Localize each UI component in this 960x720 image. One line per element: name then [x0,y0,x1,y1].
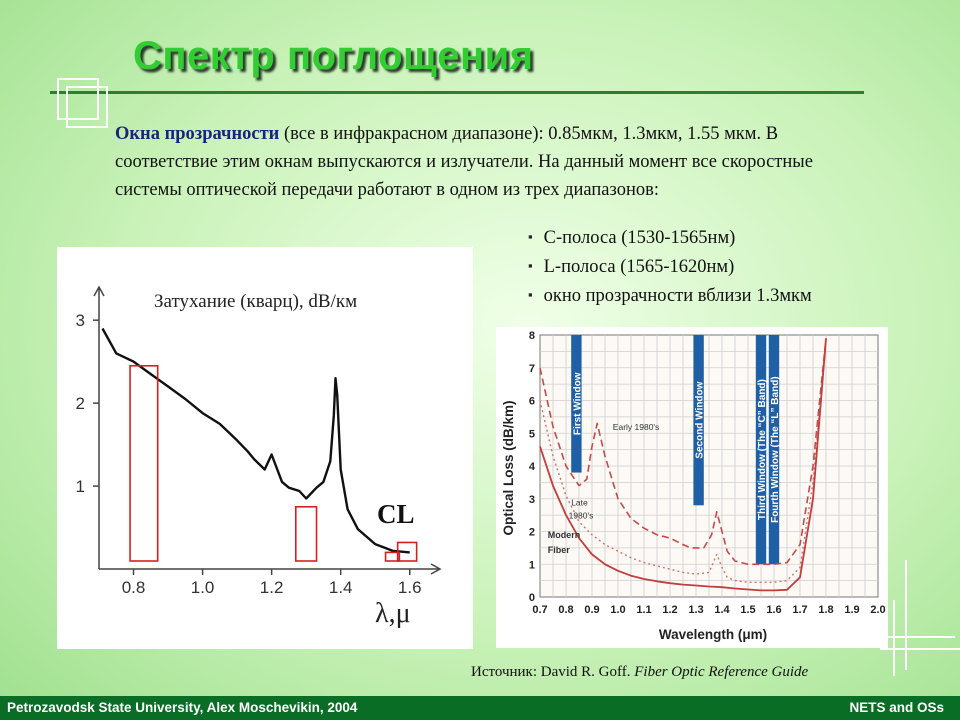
footer-right: NETS and OSs [849,700,944,715]
x-axis-label: Wavelength (μm) [659,627,767,642]
window-label: Fourth Window (The “L” Band) [770,376,781,523]
x-tick-label: 1.4 [329,578,353,597]
footer-left: Petrozavodsk State University, Alex Mosc… [7,700,358,715]
y-tick-label: 8 [529,330,535,342]
window-bar [768,335,780,565]
intro-text: (все в инфракрасном диапазоне): 0.85мкм,… [115,124,813,200]
decor-square [57,78,99,120]
x-tick-label: 1.5 [740,604,755,616]
x-tick-label: 1.3 [688,604,703,616]
loss-curve [539,338,827,592]
x-tick-label: 1.0 [191,578,215,597]
y-tick-label: 7 [529,363,535,375]
chart1-svg: 0.8 1.0 1.2 1.4 1.6 1 2 3 Затухание (кварц), dB/… [76,285,442,629]
loss-curve [539,338,827,583]
fiber-loss-chart: 0 1 2 3 4 5 6 7 8 0.7 0.8 0.9 1.0 1.1 1.2 1.3 1.4 1.5 1.6 1… [496,327,888,648]
band-label: L-полоса (1565-1620нм) [543,257,735,277]
decor-square [66,86,108,128]
x-tick-label: 1.7 [792,604,807,616]
y-axis-arrow [93,285,105,297]
footer-bar: Petrozavodsk State University, Alex Mosc… [0,696,960,720]
quartz-attenuation-chart: 0.8 1.0 1.2 1.4 1.6 1 2 3 Затухание (кварц), dB/… [57,247,473,649]
x-tick-label: 1.1 [636,604,651,616]
chart2-svg: 0 1 2 3 4 5 6 7 8 0.7 0.8 0.9 1.0 1.1 1.2 1.3 1.4 1.5 1.6 1… [501,330,886,642]
series-label: Late [571,497,588,507]
x-tick-label: 0.7 [532,604,547,616]
x-tick-label: 0.8 [558,604,573,616]
transparency-window [384,551,401,562]
window-label: Third Window (The “C” Band) [757,379,768,520]
band-label: окно прозрачности вблизи 1.3мкм [543,286,812,306]
cl-annotation: CL [377,499,415,529]
y-tick-label: 1 [76,477,85,496]
title-underline [50,91,864,94]
chart-title: Затухание (кварц), dB/км [154,291,357,312]
x-tick-label: 1.6 [398,578,422,597]
y-axis-label: Optical Loss (dB/km) [501,400,516,535]
x-tick-label: 1.8 [818,604,833,616]
series-label: 1980's [569,510,594,520]
x-tick-label: 1.2 [662,604,677,616]
series-label: Fiber [548,545,571,555]
intro-highlight: Окна прозрачности [115,124,280,144]
series-label: Modern [548,530,581,540]
window-bar [571,335,582,473]
transparency-window [295,505,318,562]
slide-title: Спектр поглощения [133,34,534,78]
series-label: Early 1980's [613,422,660,432]
source-citation: Источник: David R. Goff. Fiber Optic Ref… [471,664,808,681]
window-label: First Window [572,372,583,435]
loss-curve [539,338,827,566]
x-tick-label: 2.0 [870,604,885,616]
x-tick-label: 1.6 [766,604,781,616]
y-tick-label: 1 [529,559,535,571]
source-title: Fiber Optic Reference Guide [634,664,809,680]
x-axis-arrow [430,563,442,575]
window-label: Second Window [695,381,706,458]
decor-line [893,600,895,676]
y-tick-label: 6 [529,396,535,408]
list-item: L-полоса (1565-1620нм) [528,253,812,282]
x-tick-label: 1.9 [844,604,859,616]
decor-line [885,636,955,638]
source-prefix: Источник: David R. Goff. [471,664,635,680]
y-tick-label: 2 [529,527,535,539]
bands-list: C-полоса (1530-1565нм) L-полоса (1565-16… [528,224,812,311]
x-tick-label: 1.0 [610,604,625,616]
decor-line [905,560,907,670]
window-bar [755,335,767,565]
y-tick-label: 3 [529,494,535,506]
transparency-window [129,364,159,562]
y-tick-label: 0 [529,592,535,604]
y-tick-label: 3 [76,311,85,330]
intro-paragraph: Окна прозрачности (все в инфракрасном ди… [115,120,875,204]
x-tick-label: 1.4 [714,604,730,616]
list-item: окно прозрачности вблизи 1.3мкм [528,282,812,311]
x-tick-label: 0.9 [584,604,599,616]
x-tick-label: 1.2 [260,578,284,597]
x-axis-label: λ,μ [375,598,411,629]
x-tick-label: 0.8 [122,578,146,597]
y-tick-label: 2 [76,394,85,413]
window-bar [693,335,704,506]
decor-line [880,648,960,650]
y-tick-label: 4 [529,461,536,473]
band-label: C-полоса (1530-1565нм) [543,228,736,248]
y-tick-label: 5 [529,428,535,440]
transparency-window [396,541,418,562]
attenuation-curve [101,327,410,554]
list-item: C-полоса (1530-1565нм) [528,224,812,253]
